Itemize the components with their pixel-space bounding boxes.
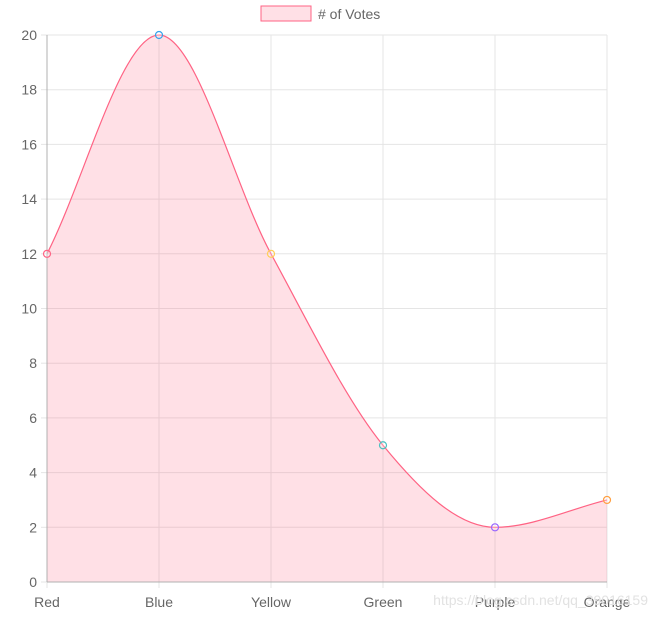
legend-swatch[interactable] bbox=[260, 5, 312, 22]
x-tick-label: Yellow bbox=[251, 594, 292, 610]
data-point bbox=[42, 249, 52, 258]
watermark: https://blog.csdn.net/qq_39016159 bbox=[433, 592, 648, 608]
y-tick-label: 0 bbox=[29, 574, 37, 590]
data-points bbox=[42, 30, 612, 532]
x-tick-label: Orange bbox=[584, 594, 631, 610]
axes bbox=[46, 35, 607, 583]
legend-label[interactable]: # of Votes bbox=[318, 6, 380, 22]
y-tick-label: 20 bbox=[21, 27, 37, 43]
x-tick-label: Blue bbox=[145, 594, 173, 610]
x-tick-label: Green bbox=[364, 594, 403, 610]
data-point bbox=[378, 441, 388, 450]
data-point bbox=[266, 249, 276, 258]
area-layer bbox=[46, 34, 608, 582]
y-tick-label: 12 bbox=[21, 246, 37, 262]
y-tick-label: 6 bbox=[29, 410, 37, 426]
y-tick-label: 14 bbox=[21, 191, 37, 207]
x-tick-label: Red bbox=[34, 594, 60, 610]
y-tick-label: 10 bbox=[21, 301, 37, 317]
tick-labels: 0 2 4 6 8 10 12 14 16 18 20 Red Blue Yellow Green Purpl… bbox=[21, 27, 630, 610]
y-tick-label: 16 bbox=[21, 136, 37, 152]
grid bbox=[41, 34, 608, 588]
y-tick-label: 4 bbox=[29, 465, 37, 481]
y-tick-label: 8 bbox=[29, 355, 37, 371]
legend[interactable]: # of Votes bbox=[260, 5, 380, 22]
data-point bbox=[154, 30, 164, 40]
data-point bbox=[490, 523, 500, 532]
series-area-fill bbox=[47, 35, 607, 582]
x-tick-label: Purple bbox=[475, 594, 516, 610]
y-tick-label: 18 bbox=[21, 82, 37, 98]
data-point bbox=[602, 495, 612, 505]
y-tick-label: 2 bbox=[29, 519, 37, 535]
series-line bbox=[46, 34, 608, 528]
